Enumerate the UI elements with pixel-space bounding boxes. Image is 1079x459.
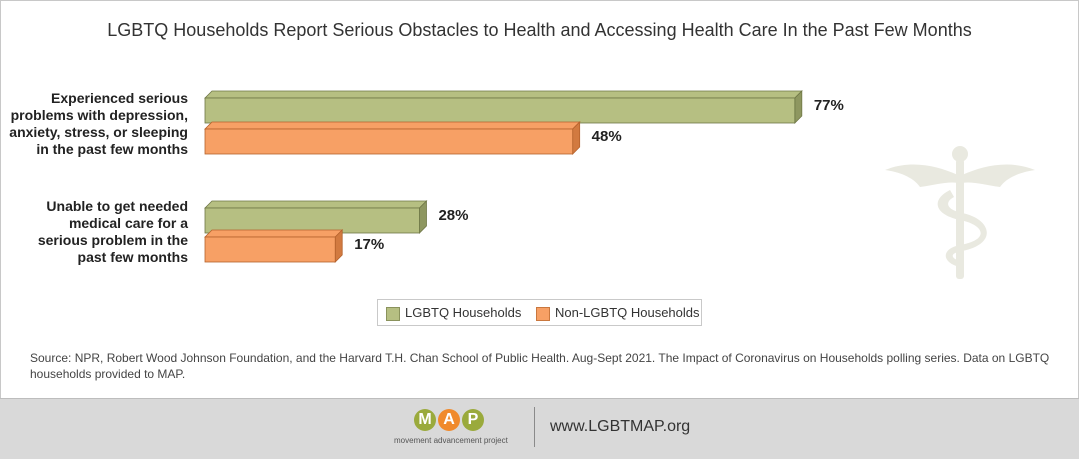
category-label-2: Unable to get needed medical care for a … (8, 198, 188, 266)
bar-top-0-1 (204, 200, 428, 209)
category-label-2-line-4: past few months (77, 249, 188, 265)
footer: M A P movement advancement project www.L… (0, 398, 1079, 459)
caduceus-icon (885, 146, 1035, 279)
value-label-non-lgbtq-2: 17% (354, 236, 384, 253)
bar-non-lgbtq-2 (204, 236, 336, 263)
category-label-2-line-3: serious problem in the (37, 232, 188, 248)
legend-label-non-lgbtq: Non-LGBTQ Households (555, 305, 700, 320)
chart-title: LGBTQ Households Report Serious Obstacle… (107, 20, 972, 40)
legend-swatch-non-lgbtq (536, 307, 550, 321)
logo-letter-p: P (462, 409, 484, 431)
value-label-non-lgbtq-1: 48% (592, 128, 622, 145)
logo-subtitle: movement advancement project (394, 436, 508, 445)
footer-divider (534, 407, 535, 447)
category-label-1-line-3: anxiety, stress, or sleeping (9, 124, 188, 140)
category-label-2-line-2: medical care for a (68, 215, 188, 231)
category-label-2-line-1: Unable to get needed (46, 198, 188, 214)
bar-lgbtq-2 (204, 207, 420, 234)
bar-top-1-1 (204, 229, 344, 238)
legend-label-lgbtq: LGBTQ Households (405, 305, 522, 320)
value-label-lgbtq-2: 28% (438, 207, 468, 224)
legend-swatch-lgbtq (386, 307, 400, 321)
bar-top-1-0 (204, 121, 581, 130)
category-label-1-line-2: problems with depression, (10, 107, 188, 123)
logo-letter-a: A (438, 409, 460, 431)
bar-chart: 77% 28% 48% 17% (204, 90, 844, 263)
website-link[interactable]: www.LGBTMAP.org (550, 418, 691, 435)
source-note: Source: NPR, Robert Wood Johnson Foundat… (30, 351, 1050, 381)
bar-top-0-0 (204, 90, 803, 99)
category-label-1-line-4: in the past few months (36, 141, 188, 157)
logo-letter-m: M (414, 409, 436, 431)
value-label-lgbtq-1: 77% (814, 97, 844, 114)
category-label-1: Experienced serious problems with depres… (8, 90, 188, 158)
bar-non-lgbtq-1 (204, 128, 574, 155)
bar-lgbtq-1 (204, 97, 796, 124)
map-logo[interactable]: M A P movement advancement project (394, 409, 524, 449)
category-label-1-line-1: Experienced serious (51, 90, 188, 106)
legend: LGBTQ Households Non-LGBTQ Households (377, 299, 702, 326)
